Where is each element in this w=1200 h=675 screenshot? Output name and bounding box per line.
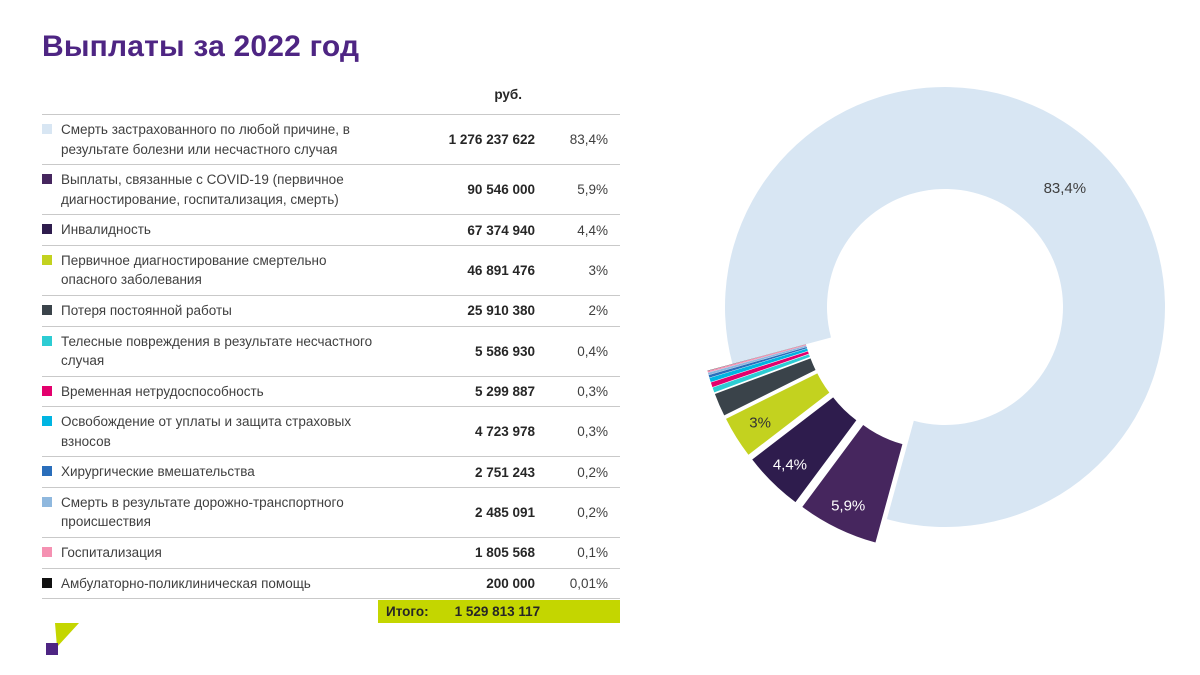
row-percent: 83,4%	[569, 132, 608, 148]
table-row: Амбулаторно-поликлиническая помощь 200 0…	[42, 569, 620, 600]
donut-segment-0	[725, 86, 1165, 527]
row-label: Освобождение от уплаты и защита страховы…	[61, 414, 352, 449]
donut-segment-10	[707, 344, 807, 373]
row-amount: 2 485 091	[474, 504, 535, 520]
row-amount: 25 910 380	[467, 303, 535, 319]
total-amount: 1 529 813 117	[454, 604, 541, 620]
row-amount: 67 374 940	[467, 222, 535, 238]
row-label: Временная нетрудоспособность	[61, 383, 264, 399]
donut-chart-svg: 83,4% 5,9% 4,4% 3%	[707, 86, 1165, 543]
legend-swatch	[42, 174, 52, 185]
row-percent: 4,4%	[577, 222, 608, 238]
donut-segment-4	[714, 358, 816, 416]
total-row: Итого: 1 529 813 117	[378, 600, 620, 624]
row-percent: 0,2%	[577, 464, 608, 480]
donut-segment-8	[708, 346, 808, 378]
table-row: Телесные повреждения в результате несчас…	[42, 327, 620, 377]
company-logo	[42, 620, 82, 660]
row-amount: 1 276 237 622	[448, 132, 535, 148]
legend-swatch	[42, 547, 52, 557]
currency-column-header: руб.	[494, 87, 522, 102]
row-amount: 200 000	[486, 575, 535, 591]
table-row: Выплаты, связанные с COVID-19 (первичное…	[42, 165, 620, 216]
row-amount: 5 299 887	[474, 383, 535, 399]
row-amount: 5 586 930	[474, 343, 535, 359]
logo-triangle-icon	[55, 623, 79, 647]
legend-swatch	[42, 577, 52, 588]
row-label: Выплаты, связанные с COVID-19 (первичное…	[61, 172, 344, 207]
row-percent: 2%	[588, 303, 608, 319]
payments-table: руб. Смерть застрахованного по любой при…	[42, 84, 620, 624]
donut-segment-5	[712, 354, 810, 393]
row-label: Хирургические вмешательства	[61, 464, 255, 480]
donut-segment-3	[726, 373, 830, 455]
donut-segment-9	[707, 345, 807, 375]
donut-segment-label: 5,9%	[831, 498, 865, 515]
row-percent: 0,4%	[577, 343, 608, 359]
row-percent: 5,9%	[577, 182, 608, 198]
row-label: Инвалидность	[61, 222, 151, 238]
table-row: Смерть в результате дорожно-транспортног…	[42, 488, 620, 538]
row-percent: 0,3%	[577, 424, 608, 440]
page-title: Выплаты за 2022 год	[42, 30, 360, 63]
row-amount: 46 891 476	[467, 262, 535, 278]
row-label: Смерть застрахованного по любой причине,…	[61, 122, 350, 157]
donut-segment-11	[707, 344, 806, 371]
legend-swatch	[42, 304, 52, 315]
legend-swatch	[42, 466, 52, 477]
table-row: Госпитализация 1 805 568 0,1%	[42, 538, 620, 569]
legend-swatch	[42, 124, 52, 134]
row-percent: 3%	[588, 262, 608, 278]
legend-swatch	[42, 496, 52, 507]
table-row: Инвалидность 67 374 940 4,4%	[42, 215, 620, 246]
donut-segment-label: 4,4%	[773, 456, 807, 473]
row-label: Телесные повреждения в результате несчас…	[61, 333, 373, 369]
donut-segment-label: 83,4%	[1044, 180, 1087, 197]
total-label: Итого:	[386, 604, 429, 620]
table-row: Хирургические вмешательства 2 751 243 0,…	[42, 457, 620, 488]
row-percent: 0,01%	[569, 575, 608, 591]
row-label: Госпитализация	[61, 545, 162, 560]
legend-swatch	[42, 416, 52, 427]
row-amount: 4 723 978	[474, 424, 535, 440]
row-amount: 90 546 000	[467, 182, 535, 198]
legend-swatch	[42, 224, 52, 235]
table-row: Временная нетрудоспособность 5 299 887 0…	[42, 377, 620, 408]
legend-swatch	[42, 385, 52, 396]
row-label: Первичное диагностирование смертельно оп…	[61, 252, 327, 288]
table-body: Смерть застрахованного по любой причине,…	[42, 114, 620, 600]
row-amount: 2 751 243	[474, 464, 535, 480]
donut-segment-label: 3%	[749, 414, 771, 431]
row-label: Амбулаторно-поликлиническая помощь	[61, 575, 311, 591]
row-percent: 0,1%	[577, 545, 608, 561]
table-row: Первичное диагностирование смертельно оп…	[42, 246, 620, 296]
row-amount: 1 805 568	[474, 545, 535, 561]
donut-segment-6	[710, 351, 809, 388]
table-row: Освобождение от уплаты и защита страховы…	[42, 407, 620, 458]
table-row: Потеря постоянной работы 25 910 380 2%	[42, 296, 620, 327]
row-percent: 0,3%	[577, 383, 608, 399]
row-label: Смерть в результате дорожно-транспортног…	[61, 494, 344, 530]
logo-square-icon	[46, 643, 58, 655]
donut-chart: 83,4% 5,9% 4,4% 3%	[700, 55, 1200, 625]
legend-swatch	[42, 254, 52, 265]
row-percent: 0,2%	[577, 504, 608, 520]
table-row: Смерть застрахованного по любой причине,…	[42, 115, 620, 166]
row-label: Потеря постоянной работы	[61, 302, 232, 318]
legend-swatch	[42, 335, 52, 346]
donut-segment-7	[709, 348, 808, 383]
donut-segment-1	[802, 425, 903, 543]
donut-segment-2	[752, 397, 857, 503]
